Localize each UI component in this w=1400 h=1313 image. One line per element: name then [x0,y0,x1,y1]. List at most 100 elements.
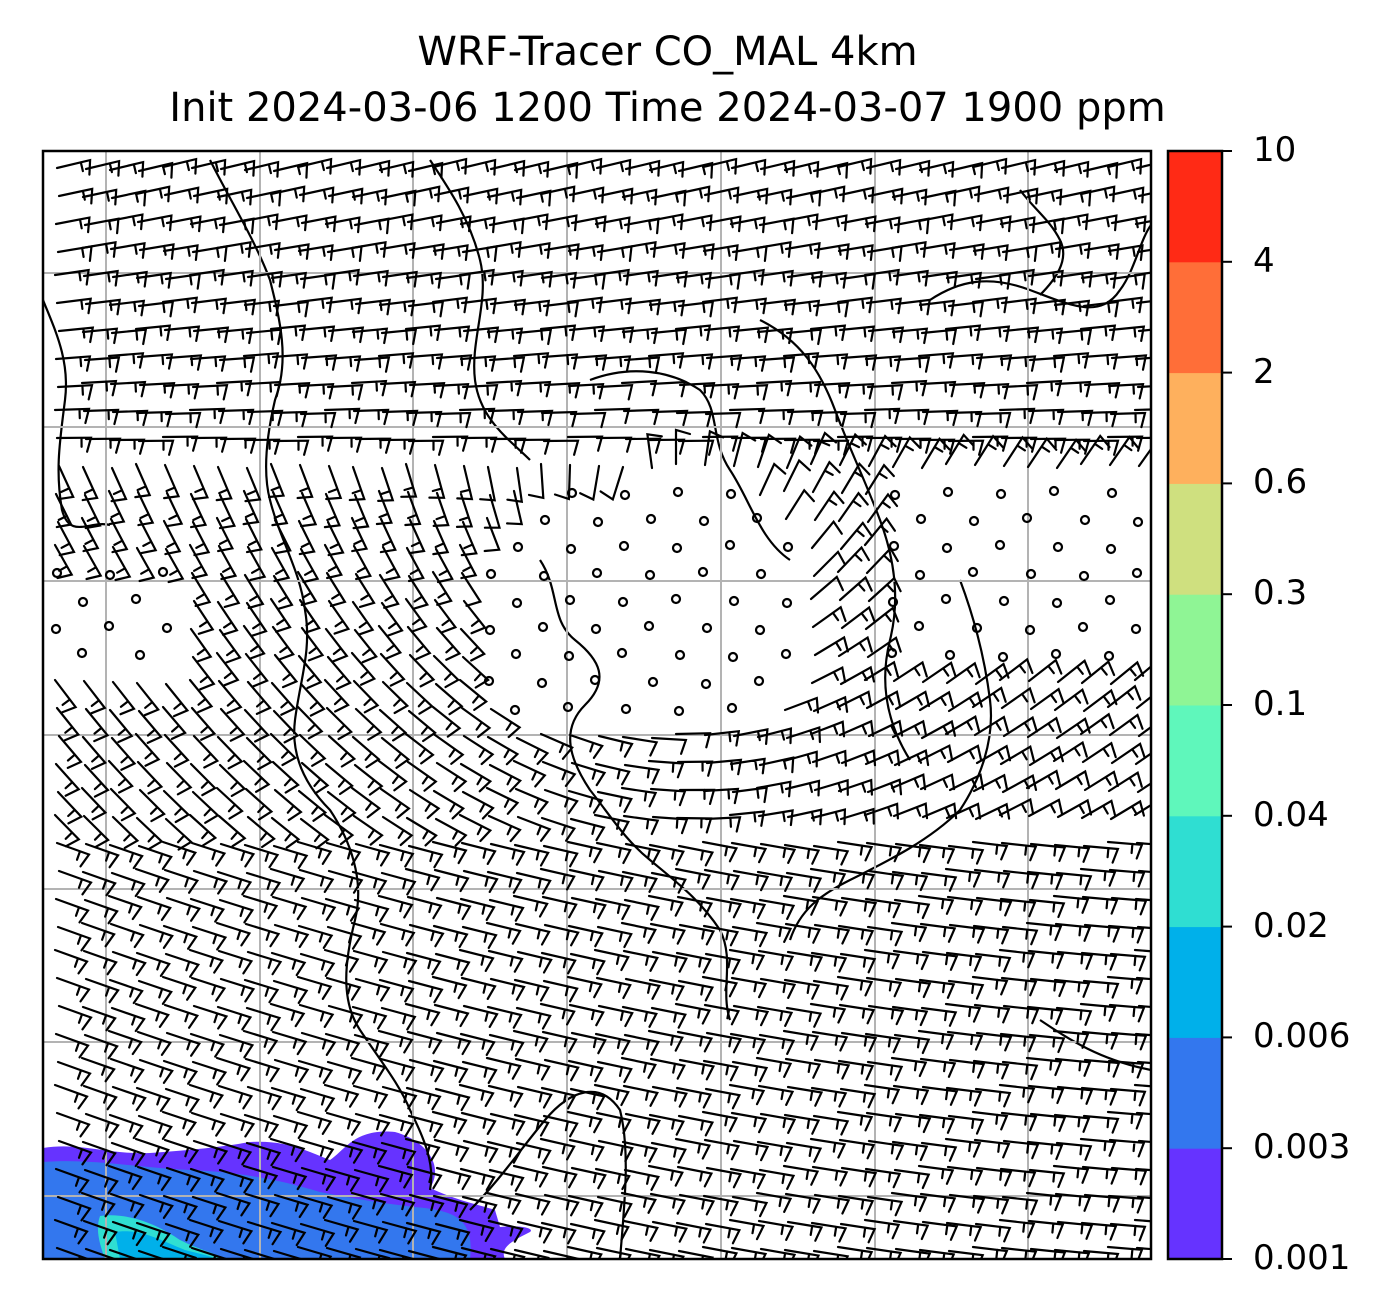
wind-barb [1109,411,1147,429]
wind-barb [164,817,193,851]
wind-barb [246,1220,283,1246]
wind-barb [836,157,873,175]
wind-barb [191,1195,228,1221]
calm-wind-marker [914,569,926,581]
wind-barb [809,185,846,203]
wind-barb [540,410,578,428]
wind-barb [434,682,464,716]
wind-barb [1027,408,1065,426]
wind-barb [944,433,975,466]
wind-barb [300,626,325,662]
wind-barb [568,868,605,892]
wind-barb [810,519,843,550]
wind-barb [945,1086,983,1107]
colorbar-tick-label: 0.3 [1253,573,1308,614]
wind-barb [624,437,662,454]
wind-barb [57,464,75,501]
wind-barb [1108,1138,1146,1158]
calm-wind-marker [755,568,767,580]
wind-barb [190,436,228,453]
wind-barb [190,158,227,176]
wind-barb [431,296,469,314]
wind-barb [1109,660,1145,686]
wind-barb [53,1218,89,1245]
wind-barb [998,948,1036,969]
wind-barb [838,1003,876,1025]
wind-barb [110,466,128,503]
calm-wind-marker [968,515,980,527]
wind-barb [56,925,92,952]
wind-barb [83,1033,119,1060]
wind-barb [731,384,769,401]
wind-barb [297,654,323,690]
wind-barb [999,216,1036,234]
wind-barb [1136,385,1151,389]
wind-barb [755,1191,793,1213]
wind-barb [407,1114,444,1139]
wind-barb [81,735,107,770]
wind-barb [593,948,630,972]
wind-barb [1083,1193,1121,1213]
wind-barb [435,1166,472,1191]
wind-barb [810,410,848,428]
wind-barb [1137,447,1151,468]
wind-barb [488,1033,525,1057]
wind-barb [732,869,770,892]
wind-barb [110,871,146,898]
wind-barb [323,407,361,425]
wind-barb [245,1006,282,1032]
wind-barb [756,1005,794,1027]
wind-barb [215,516,235,553]
wind-barb [109,922,145,949]
wind-barb [623,1168,660,1191]
wind-barb [459,216,496,234]
wind-barb [783,696,820,714]
wind-barb [406,214,443,232]
wind-barb [757,949,795,971]
wind-barb [110,328,148,346]
wind-barb [271,895,308,921]
wind-barb [242,894,279,920]
wind-barb [1055,871,1093,891]
colorbar-tick-label: 0.001 [1253,1238,1351,1278]
wind-barb [80,1191,116,1218]
wind-barb [216,1005,253,1031]
wind-barb [296,570,318,606]
wind-barb [489,1112,526,1136]
wind-barb [189,897,226,923]
wind-barb [809,867,847,889]
wind-barb [165,491,184,528]
colorbar-segment [1168,483,1222,595]
wind-barb [192,1004,229,1030]
wind-barb [650,328,688,346]
wind-barb [298,325,336,342]
wind-barb [462,869,499,893]
wind-barb [782,213,819,231]
wind-barb [351,600,375,636]
wind-barb [489,977,526,1001]
wind-barb [298,598,321,634]
wind-barb [378,843,415,868]
wind-barb [973,325,1011,342]
wind-barb [593,268,630,286]
wind-barb [1080,1086,1118,1106]
wind-barb [408,923,445,948]
wind-barb [812,550,847,578]
wind-barb [595,1111,632,1135]
wind-barb [864,1167,902,1189]
wind-barb [243,843,280,869]
wind-barb [731,1195,769,1218]
wind-barb [84,842,120,869]
wind-barb [1135,841,1151,846]
wind-barb [971,840,1009,861]
wind-barb [570,354,608,371]
wind-barb [649,1057,686,1080]
wind-barb [755,240,792,258]
wind-barb [840,1031,878,1053]
wind-barb [273,788,303,822]
wind-barb [243,438,281,455]
wind-barb [296,705,324,740]
wind-barb [756,1140,794,1162]
wind-barb [379,1192,416,1217]
calm-wind-marker [1131,567,1143,579]
